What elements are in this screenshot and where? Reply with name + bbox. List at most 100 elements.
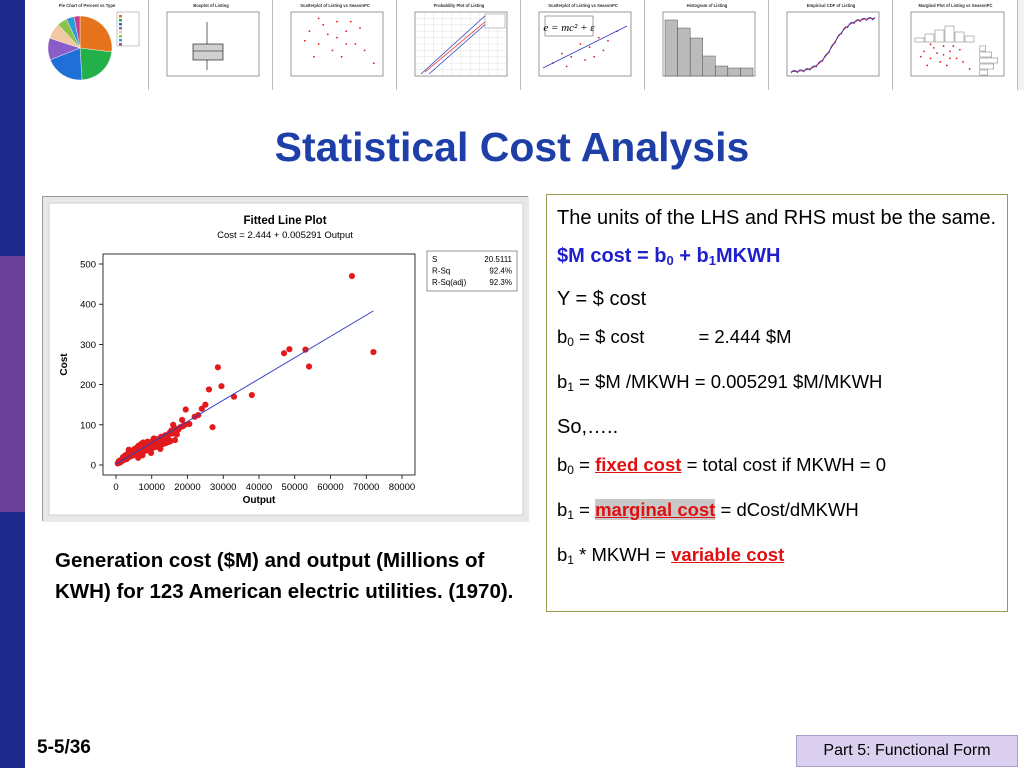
thumb-point [926, 64, 929, 67]
thumb-point [345, 43, 348, 45]
so-line: So,….. [557, 416, 619, 438]
thumbnail-title: Marginal Plot of Listing vs SeasonPC [919, 3, 993, 8]
thumb-point [345, 30, 348, 33]
prob-line [420, 13, 488, 75]
y-tick-label: 300 [80, 340, 96, 351]
data-point [280, 350, 288, 357]
marginal-bar-top [934, 29, 945, 43]
thumbnail-scatter: Scatterplot of Listing vs SeasonPC [273, 0, 397, 90]
thumb-point [958, 48, 961, 51]
data-point [209, 424, 216, 431]
thumbnail-strip: Pie Chart of Percent vs Type Boxplot of L… [25, 0, 1024, 90]
thumb-point [936, 52, 938, 55]
thumb-point [326, 33, 329, 36]
b1-subscript: 1 [567, 380, 574, 394]
thumb-point [313, 55, 315, 58]
data-point [173, 431, 180, 438]
x-tick-label: 30000 [210, 482, 236, 493]
b0-value: = 2.444 $M [698, 326, 792, 347]
thumb-point [919, 55, 922, 58]
thumb-point [942, 45, 945, 47]
marginal-bar-top [944, 25, 955, 43]
marginal-bar-top [924, 33, 935, 43]
hist-bar [715, 65, 729, 77]
thumb-point [952, 45, 955, 47]
data-point [171, 436, 179, 444]
hist-bar [689, 37, 703, 77]
marginal-cost-line: b1 = marginal cost = dCost/dMKWH [557, 499, 859, 522]
x-tick-label: 20000 [174, 482, 200, 493]
data-point [370, 348, 377, 356]
thumbnail-title: Empirical CDF of Listing [807, 3, 856, 8]
data-point [214, 364, 221, 371]
thumbnail-pie: Pie Chart of Percent vs Type [25, 0, 149, 90]
pie-slice [49, 47, 83, 81]
thumb-point [593, 55, 596, 58]
y-definition: Y = $ cost [557, 288, 647, 310]
b1-definition: b1 = $M /MKWH = 0.005291 $M/MKWH [557, 367, 997, 402]
thumbnail-graphic: Scatterplot of Listing vs SeasonPC e = mc… [538, 3, 632, 77]
x-tick-label: 80000 [389, 482, 415, 493]
thumb-point [349, 20, 352, 23]
thumb-point [363, 49, 366, 52]
data-point [205, 386, 213, 393]
data-point [157, 445, 164, 453]
variable-cost-link[interactable]: variable cost [671, 544, 785, 565]
stats-label: R-Sq [432, 267, 450, 276]
left-accent-segment-top [0, 0, 25, 256]
thumbnail-graphic: Pie Chart of Percent vs Type [47, 3, 140, 81]
equation-b0-subscript: 0 [666, 253, 674, 268]
data-point [182, 406, 189, 413]
thumb-point [354, 43, 357, 45]
thumbnail-title: Histogram of Listing [687, 3, 728, 8]
thumbnail-graphic: Marginal Plot of Listing vs SeasonPC [910, 3, 1005, 77]
data-point [147, 449, 155, 457]
thumb-point [340, 55, 343, 58]
data-point [159, 438, 166, 445]
thumb-point [932, 46, 935, 49]
thumb-point [962, 61, 964, 63]
fixed-cost-definition: = total cost if MKWH = 0 [681, 454, 887, 475]
thumb-point [372, 62, 375, 65]
fitted-line-plot-svg: Fitted Line Plot Cost = 2.444 + 0.005291 … [43, 197, 529, 522]
pie-legend-swatch [119, 39, 122, 42]
thumb-point [939, 61, 942, 63]
stats-value: 20.5111 [484, 255, 512, 264]
fitted-line-plot: Fitted Line Plot Cost = 2.444 + 0.005291 … [42, 196, 529, 522]
thumb-point [317, 17, 320, 20]
data-point [170, 421, 177, 428]
marginal-cost-link[interactable]: marginal cost [595, 499, 716, 520]
hist-bar [740, 67, 754, 77]
thumb-point [579, 43, 582, 45]
fixed-cost-link[interactable]: fixed cost [595, 454, 682, 475]
variable-cost-line: b1 * MKWH = variable cost [557, 544, 785, 567]
cdf-curve [790, 17, 876, 74]
thumb-fit [542, 25, 628, 69]
pie-legend-swatch [119, 35, 122, 38]
marginal-bar-side [979, 51, 993, 58]
thumb-point [588, 46, 591, 49]
formula-box [544, 15, 594, 37]
pie-legend-swatch [119, 19, 122, 22]
thumb-point [322, 23, 325, 26]
y-tick-label: 200 [80, 380, 96, 391]
equation-middle: + b [673, 245, 709, 267]
thumbnail-marginal: Marginal Plot of Listing vs SeasonPC [893, 0, 1018, 90]
stats-label: S [432, 255, 437, 264]
thumb-point [570, 55, 573, 58]
left-accent-bar [0, 0, 25, 768]
thumb-point [949, 50, 951, 53]
hist-bar [677, 27, 691, 77]
pie-legend [116, 11, 140, 47]
pie-slice [79, 47, 112, 81]
marginal-bar-top [964, 35, 975, 43]
chart-title: Fitted Line Plot [243, 215, 326, 227]
thumb-point [942, 53, 945, 56]
thumb-point [929, 57, 932, 60]
equation-b1-subscript: 1 [708, 253, 716, 268]
thumb-point [336, 36, 338, 39]
thumbnail-title: Scatterplot of Listing vs SeasonPC [548, 3, 618, 8]
thumbnail-title: Pie Chart of Percent vs Type [59, 3, 116, 8]
pie-legend-swatch [119, 43, 122, 46]
model-equation: $M cost = b0 + b1MKWH [557, 241, 997, 276]
